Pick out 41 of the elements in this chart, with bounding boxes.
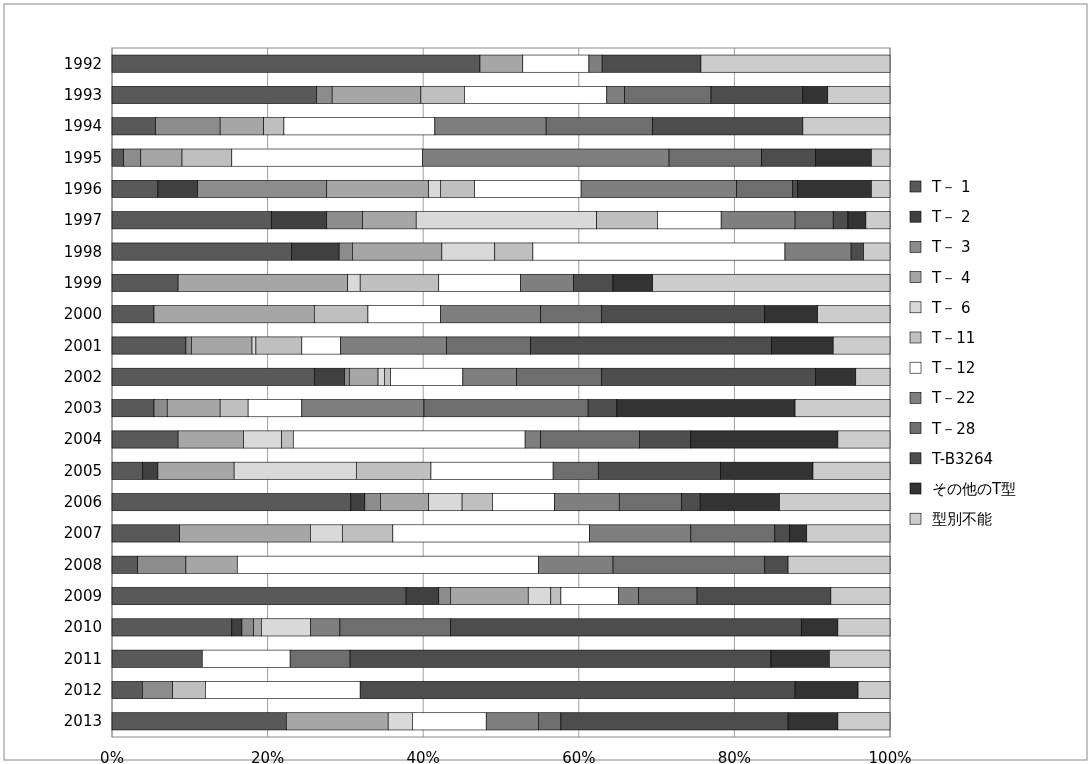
- legend-label: T－12: [931, 359, 976, 378]
- y-tick-label: 2011: [63, 649, 102, 668]
- y-tick-label: 2003: [63, 399, 102, 418]
- y-tick-label: 1997: [63, 211, 102, 230]
- legend-label: T－ 4: [931, 268, 971, 287]
- y-tick-label: 2013: [63, 712, 102, 731]
- y-tick-label: 2012: [63, 681, 102, 700]
- legend-label: T－ 6: [931, 298, 971, 317]
- x-tick-label: 100%: [868, 749, 912, 764]
- y-tick-label: 2002: [63, 367, 102, 386]
- legend-label: T－ 3: [931, 238, 971, 257]
- y-tick-label: 1998: [63, 242, 102, 261]
- y-tick-label: 2006: [63, 493, 102, 512]
- bar: [111, 336, 187, 355]
- x-tick-label: 80%: [717, 749, 752, 764]
- legend-label: T－28: [931, 419, 976, 438]
- legend-label: T－22: [931, 389, 976, 408]
- legend-label: T－11: [931, 329, 976, 347]
- y-tick-label: 2007: [63, 524, 102, 543]
- y-tick-label: 2005: [63, 461, 102, 480]
- y-tick-label: 1996: [63, 179, 102, 198]
- y-tick-label: 2008: [63, 555, 102, 574]
- y-tick-label: 2001: [63, 336, 102, 355]
- x-tick-label: 20%: [250, 749, 285, 764]
- x-tick-label: 60%: [562, 749, 596, 764]
- y-tick-label: 1999: [63, 273, 102, 292]
- y-tick-label: 2004: [63, 430, 102, 449]
- legend-label: T-B3264: [931, 449, 994, 468]
- y-tick-label: 2010: [63, 618, 102, 637]
- y-tick-label: 1994: [63, 117, 102, 136]
- y-tick-label: 1992: [63, 54, 102, 73]
- y-tick-label: 2000: [63, 305, 102, 324]
- legend-label: 型別不能: [932, 510, 992, 529]
- legend-label: T－ 2: [931, 208, 971, 227]
- y-tick-label: 2009: [63, 587, 102, 606]
- x-tick-label: 40%: [406, 749, 440, 764]
- y-tick-label: 1995: [63, 148, 102, 167]
- legend-label: その他のT型: [932, 480, 1017, 498]
- y-tick-label: 1993: [63, 85, 102, 104]
- legend-label: T－ 1: [931, 178, 971, 196]
- x-tick-label: 0%: [100, 749, 124, 764]
